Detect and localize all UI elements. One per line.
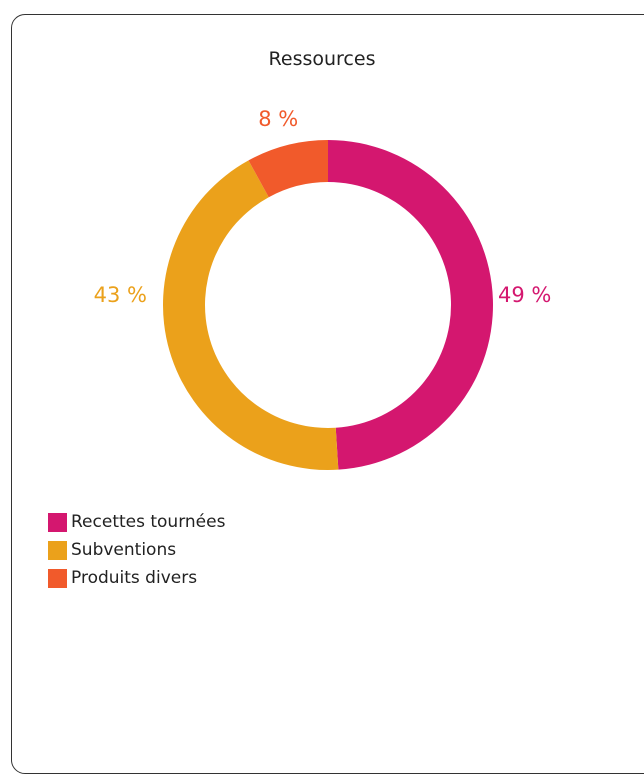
donut-value-label-1: 43 % [94, 283, 147, 307]
legend-item-subventions: Subventions [48, 536, 225, 564]
donut-chart: 49 % 43 % 8 % [94, 107, 552, 470]
donut-slice-0 [328, 140, 493, 470]
chart-title: Ressources [268, 48, 376, 70]
legend-label: Subventions [71, 540, 177, 560]
donut-value-label-2: 8 % [258, 107, 298, 131]
chart-legend: Recettes tournées Subventions Produits d… [48, 508, 225, 592]
donut-slices [163, 140, 493, 470]
legend-item-recettes: Recettes tournées [48, 508, 225, 536]
donut-slice-1 [163, 160, 339, 470]
legend-label: Recettes tournées [71, 512, 226, 532]
donut-value-label-0: 49 % [498, 283, 551, 307]
legend-label: Produits divers [71, 568, 198, 588]
legend-swatch [48, 540, 67, 560]
legend-item-produits: Produits divers [48, 564, 225, 592]
legend-swatch [48, 512, 67, 532]
legend-swatch [48, 568, 67, 588]
donut-slice-2 [248, 140, 328, 198]
donut-value-labels: 49 % 43 % 8 % [94, 107, 552, 307]
